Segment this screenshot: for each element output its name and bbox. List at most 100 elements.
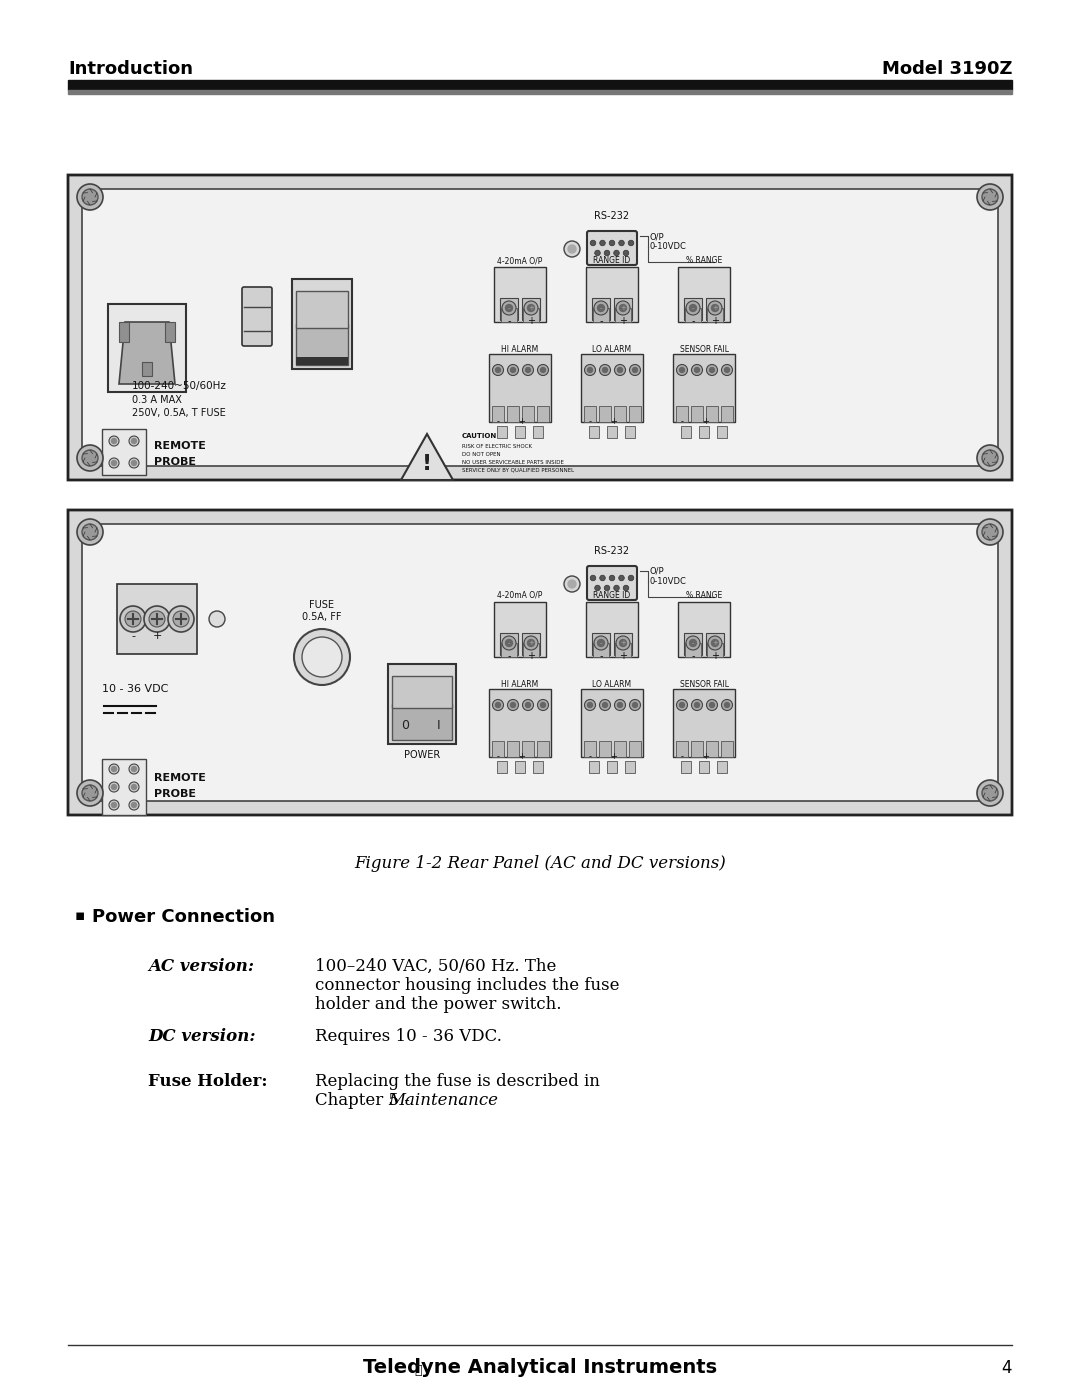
Circle shape (111, 785, 117, 789)
Text: 0.3 A MAX: 0.3 A MAX (132, 395, 181, 405)
Circle shape (706, 700, 717, 711)
Circle shape (168, 606, 194, 631)
Bar (717, 761, 727, 773)
Bar (141, 362, 152, 376)
Circle shape (496, 703, 500, 707)
Text: 4: 4 (1001, 1359, 1012, 1377)
Bar (497, 761, 507, 773)
Bar (607, 761, 617, 773)
Text: 0-10VDC: 0-10VDC (650, 242, 687, 251)
Circle shape (616, 300, 630, 314)
Bar (392, 704, 453, 740)
Circle shape (538, 365, 549, 376)
Circle shape (302, 637, 342, 678)
Circle shape (568, 244, 576, 253)
Text: +: + (620, 305, 626, 312)
Text: +: + (610, 416, 618, 426)
Text: LO ALARM: LO ALARM (593, 680, 632, 689)
Text: O/P: O/P (650, 567, 664, 576)
Bar (586, 267, 638, 321)
Bar (678, 267, 730, 321)
Circle shape (595, 250, 600, 256)
Text: ▪: ▪ (75, 908, 85, 923)
Circle shape (613, 250, 619, 256)
Circle shape (77, 520, 103, 545)
Text: +: + (619, 316, 627, 326)
Bar (721, 740, 733, 757)
Circle shape (82, 785, 98, 800)
Text: -: - (599, 316, 603, 326)
Bar (82, 524, 998, 800)
Circle shape (609, 576, 615, 581)
Text: AC version:: AC version: (148, 958, 254, 975)
Circle shape (689, 640, 697, 647)
Circle shape (527, 640, 535, 647)
Bar (592, 633, 610, 655)
Circle shape (129, 782, 139, 792)
Circle shape (524, 300, 538, 314)
Text: !: ! (422, 454, 432, 474)
Bar (593, 307, 609, 321)
Bar (507, 740, 519, 757)
Bar (523, 643, 539, 657)
Bar (581, 353, 643, 422)
Circle shape (725, 367, 729, 373)
Bar (673, 353, 735, 422)
Circle shape (132, 802, 136, 807)
Circle shape (721, 700, 732, 711)
Text: POWER: POWER (404, 750, 441, 760)
Circle shape (590, 576, 596, 581)
Bar (500, 633, 518, 655)
Bar (296, 291, 348, 328)
Bar (537, 407, 549, 422)
Bar (489, 689, 551, 757)
Bar (388, 664, 456, 745)
Bar (615, 633, 632, 655)
Text: +: + (610, 752, 618, 761)
Bar (589, 426, 599, 439)
Bar (165, 321, 175, 342)
Text: +: + (712, 305, 718, 312)
Circle shape (511, 367, 515, 373)
Bar (581, 689, 643, 757)
Text: Power Connection: Power Connection (92, 908, 275, 926)
Text: 100–240 VAC, 50/60 Hz. The: 100–240 VAC, 50/60 Hz. The (315, 958, 556, 975)
Bar (629, 740, 642, 757)
Circle shape (111, 461, 117, 465)
Circle shape (590, 240, 596, 246)
Text: -: - (131, 631, 135, 641)
Polygon shape (119, 321, 175, 384)
Bar (629, 407, 642, 422)
Text: -: - (680, 416, 684, 426)
Text: +: + (527, 651, 535, 661)
Circle shape (527, 305, 535, 312)
FancyBboxPatch shape (68, 175, 1012, 481)
Text: 4-20mA O/P: 4-20mA O/P (497, 591, 542, 599)
Text: +: + (619, 651, 627, 661)
Bar (102, 429, 146, 475)
FancyBboxPatch shape (588, 566, 637, 599)
Bar (102, 759, 146, 814)
Circle shape (721, 365, 732, 376)
Text: holder and the power switch.: holder and the power switch. (315, 996, 562, 1013)
Circle shape (982, 524, 998, 541)
Circle shape (129, 436, 139, 446)
Circle shape (710, 367, 715, 373)
Text: I: I (437, 719, 441, 732)
Bar (706, 740, 718, 757)
Bar (523, 307, 539, 321)
Circle shape (508, 700, 518, 711)
Circle shape (584, 700, 595, 711)
Text: -: - (691, 651, 694, 661)
Bar (615, 298, 632, 320)
Circle shape (129, 458, 139, 468)
Text: SENSOR FAIL: SENSOR FAIL (679, 345, 729, 353)
Text: Introduction: Introduction (68, 60, 193, 78)
Bar (721, 407, 733, 422)
Text: -: - (508, 316, 511, 326)
Circle shape (629, 576, 634, 581)
Bar (522, 407, 534, 422)
Text: NO USER SERVICEABLE PARTS INSIDE: NO USER SERVICEABLE PARTS INSIDE (462, 460, 564, 465)
Text: LO ALARM: LO ALARM (593, 345, 632, 353)
Circle shape (594, 300, 608, 314)
